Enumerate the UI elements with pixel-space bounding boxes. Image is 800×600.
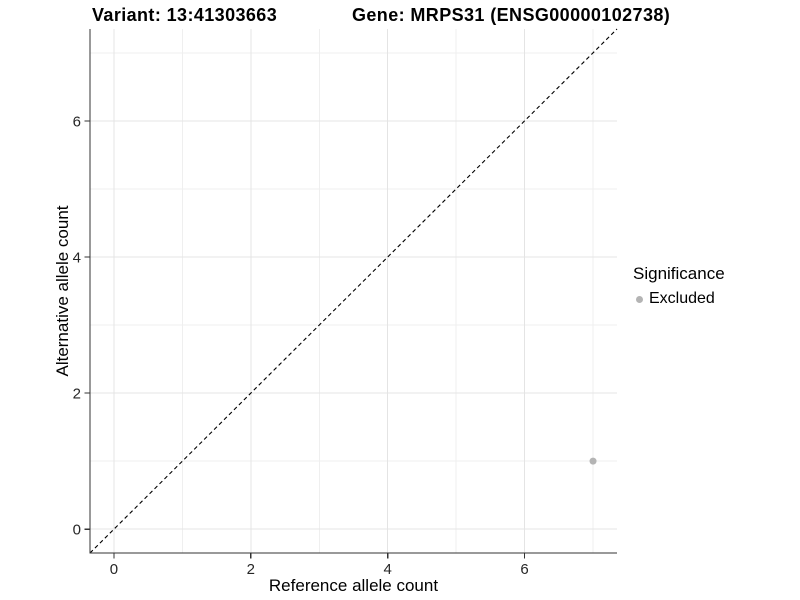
y-tick-label: 6 <box>73 113 81 130</box>
legend-item-label: Excluded <box>649 290 715 307</box>
x-tick-label: 6 <box>520 561 528 578</box>
y-tick-label: 2 <box>73 386 81 403</box>
y-tick-label: 4 <box>73 249 81 266</box>
variant-title: Variant: 13:41303663 <box>92 5 278 25</box>
legend: Significance Excluded <box>633 264 725 308</box>
legend-key-dot-icon <box>636 295 643 303</box>
legend-title: Significance <box>633 264 725 283</box>
data-point <box>589 457 597 465</box>
y-tick-label: 0 <box>73 522 81 539</box>
legend-item-excluded: Excluded <box>633 290 725 308</box>
x-tick-label: 2 <box>247 561 255 578</box>
x-tick-label: 0 <box>110 561 118 578</box>
identity-reference-line <box>89 28 618 554</box>
x-axis-title: Reference allele count <box>268 576 439 595</box>
x-tick-label: 4 <box>384 561 392 578</box>
y-axis-title: Alternative allele count <box>53 205 72 377</box>
gene-title: Gene: MRPS31 (ENSG00000102738) <box>352 5 671 25</box>
